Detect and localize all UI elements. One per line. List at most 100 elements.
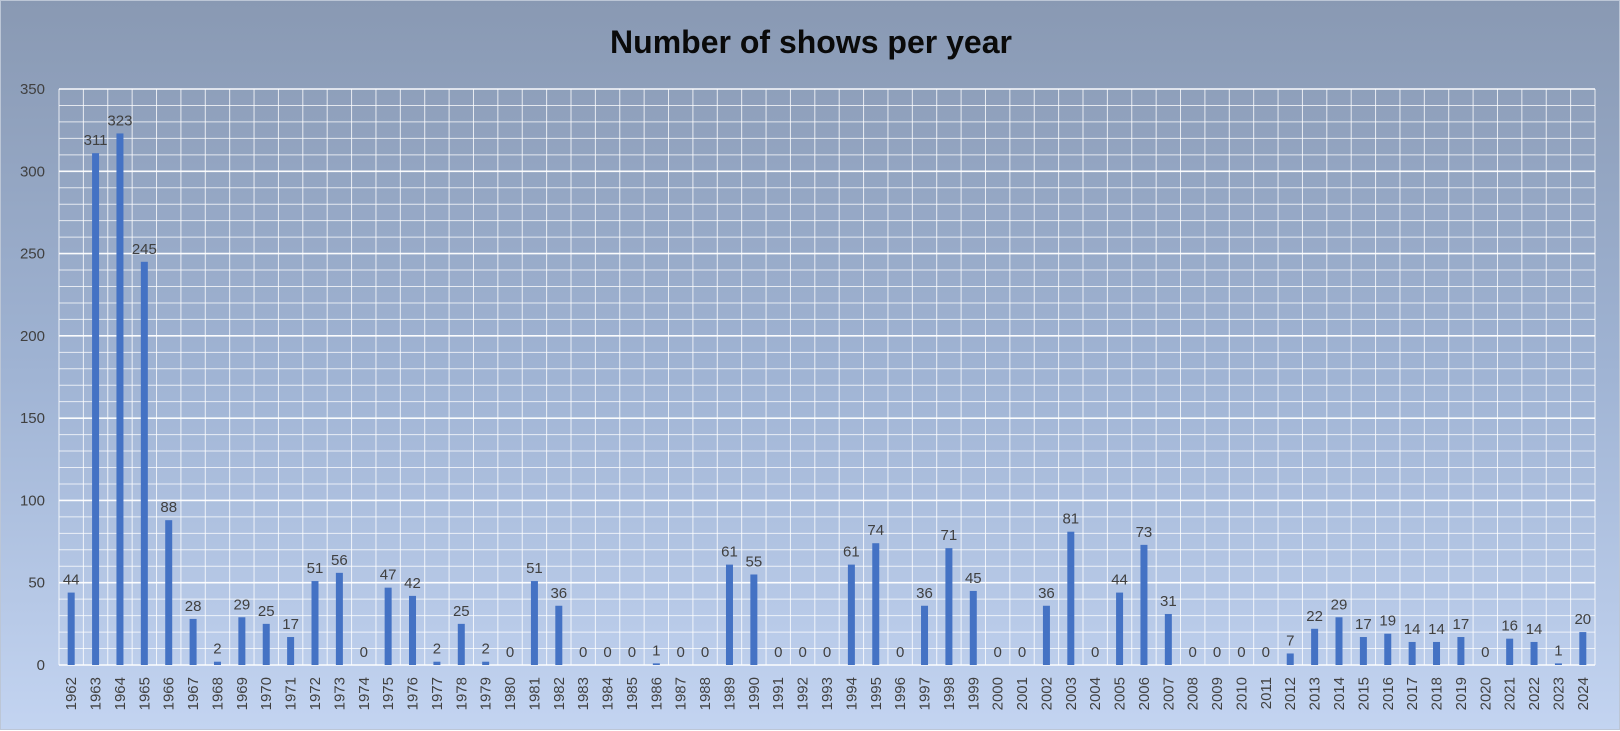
data-label: 25	[453, 603, 470, 620]
data-label: 0	[579, 644, 587, 661]
x-tick-label: 1964	[112, 677, 129, 710]
data-label: 36	[916, 585, 933, 602]
data-label: 31	[1160, 593, 1177, 610]
data-label: 0	[1189, 644, 1197, 661]
data-label: 17	[282, 616, 299, 633]
x-tick-label: 1979	[478, 677, 495, 710]
x-tick-label: 2007	[1160, 677, 1177, 710]
y-tick-label: 50	[28, 575, 45, 592]
y-tick-label: 250	[20, 246, 45, 263]
data-label: 1	[1554, 642, 1562, 659]
x-tick-label: 1993	[819, 677, 836, 710]
x-tick-label: 1990	[746, 677, 763, 710]
data-label: 0	[798, 644, 806, 661]
x-tick-label: 1971	[283, 677, 300, 710]
bar	[165, 520, 173, 665]
x-tick-label: 2004	[1087, 677, 1104, 710]
x-tick-label: 1962	[63, 677, 80, 710]
bar	[652, 663, 660, 665]
data-label: 36	[550, 585, 567, 602]
x-tick-label: 1970	[258, 677, 275, 710]
data-label: 25	[258, 603, 275, 620]
x-tick-label: 2013	[1307, 677, 1324, 710]
bar	[140, 261, 148, 665]
x-tick-label: 1969	[234, 677, 251, 710]
x-tick-label: 2021	[1502, 677, 1519, 710]
bar	[335, 572, 343, 665]
data-label: 28	[185, 598, 202, 615]
x-tick-label: 1974	[356, 677, 373, 710]
x-tick-label: 2014	[1331, 677, 1348, 710]
x-tick-label: 2001	[1014, 677, 1031, 710]
x-tick-label: 1992	[795, 677, 812, 710]
data-label: 0	[1262, 644, 1270, 661]
x-tick-label: 1973	[331, 677, 348, 710]
data-label: 19	[1379, 613, 1396, 630]
bar	[1140, 544, 1148, 665]
data-label: 2	[433, 641, 441, 658]
data-label: 42	[404, 575, 421, 592]
data-label: 44	[1111, 572, 1128, 589]
x-tick-label: 1976	[405, 677, 422, 710]
x-tick-label: 2005	[1112, 677, 1129, 710]
bar	[921, 605, 929, 665]
data-label: 0	[1237, 644, 1245, 661]
x-tick-label: 2020	[1477, 677, 1494, 710]
bar	[1311, 628, 1319, 665]
x-tick-label: 1991	[770, 677, 787, 710]
x-tick-label: 1998	[941, 677, 958, 710]
x-tick-label: 2018	[1429, 677, 1446, 710]
bar	[287, 637, 295, 665]
bar	[1359, 637, 1367, 665]
data-label: 16	[1501, 618, 1518, 635]
data-label: 0	[823, 644, 831, 661]
x-tick-label: 1995	[868, 677, 885, 710]
data-label: 61	[843, 544, 860, 561]
bar	[555, 605, 563, 665]
data-label: 0	[774, 644, 782, 661]
x-tick-label: 1977	[429, 677, 446, 710]
chart-title: Number of shows per year	[610, 24, 1012, 60]
x-tick-label: 2003	[1063, 677, 1080, 710]
data-label: 56	[331, 552, 348, 569]
bar	[92, 153, 100, 665]
x-tick-label: 1963	[88, 677, 105, 710]
data-label: 14	[1404, 621, 1421, 638]
x-tick-label: 1986	[648, 677, 665, 710]
data-label: 0	[677, 644, 685, 661]
bar	[189, 618, 197, 665]
y-tick-label: 350	[20, 81, 45, 98]
x-tick-label: 2009	[1209, 677, 1226, 710]
data-label: 55	[746, 553, 763, 570]
data-label: 0	[993, 644, 1001, 661]
bar	[725, 564, 733, 665]
x-tick-label: 1982	[551, 677, 568, 710]
data-label: 17	[1355, 616, 1372, 633]
x-tick-label: 1966	[161, 677, 178, 710]
x-tick-label: 1981	[526, 677, 543, 710]
bar	[1384, 633, 1392, 665]
x-tick-label: 2016	[1380, 677, 1397, 710]
bar	[409, 595, 417, 665]
data-label: 36	[1038, 585, 1055, 602]
bar	[1408, 641, 1416, 665]
data-label: 0	[603, 644, 611, 661]
bar	[1457, 637, 1465, 665]
data-label: 2	[481, 641, 489, 658]
data-label: 0	[896, 644, 904, 661]
data-label: 0	[628, 644, 636, 661]
y-tick-label: 100	[20, 492, 45, 509]
bar	[1164, 613, 1172, 665]
data-label: 0	[1091, 644, 1099, 661]
data-label: 17	[1453, 616, 1470, 633]
x-tick-label: 1989	[721, 677, 738, 710]
x-tick-label: 1975	[380, 677, 397, 710]
data-label: 29	[234, 596, 251, 613]
y-axis: 0 50 100 150 200 250 300 350	[20, 81, 45, 674]
x-tick-label: 2012	[1282, 677, 1299, 710]
x-tick-label: 1985	[624, 677, 641, 710]
bar	[311, 581, 319, 665]
data-label: 47	[380, 567, 397, 584]
